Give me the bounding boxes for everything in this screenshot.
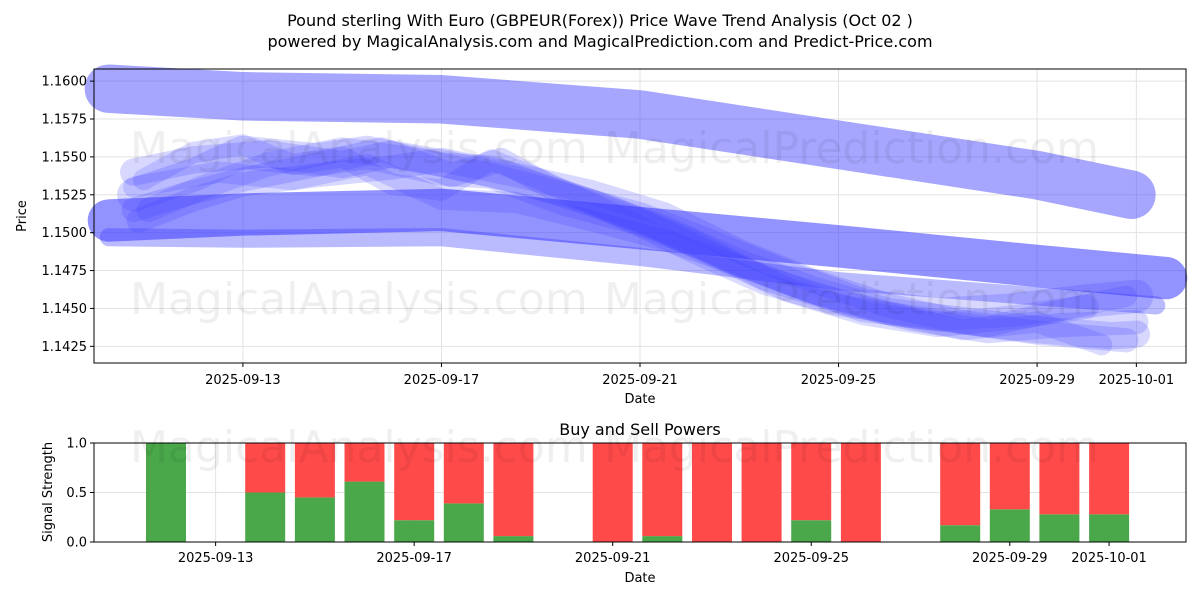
power-x-tick-label: 2025-10-01: [1071, 551, 1147, 566]
buy-bar: [344, 481, 385, 542]
sell-bar: [245, 443, 286, 493]
buy-bar: [245, 492, 286, 542]
price-x-tick-label: 2025-09-17: [404, 373, 480, 388]
buy-bar: [146, 443, 186, 542]
figure-title-line-1: Pound sterling With Euro (GBPEUR(Forex))…: [287, 11, 913, 30]
sell-bar: [443, 443, 484, 504]
price-x-tick-label: 2025-09-21: [602, 373, 678, 388]
price-y-tick-label: 1.1575: [42, 113, 88, 128]
price-wave-wave-d: [133, 134, 1137, 338]
watermark-analysis-top: MagicalAnalysis.com: [130, 123, 588, 174]
power-chart-title: Buy and Sell Powers: [559, 420, 721, 439]
price-wave-panel: MagicalAnalysis.com MagicalPrediction.co…: [15, 64, 1188, 407]
buy-bar: [989, 509, 1030, 542]
price-x-tick-label: 2025-09-29: [999, 373, 1075, 388]
price-wave-upper-wave: [84, 64, 1156, 220]
watermark-prediction-mid: MagicalPrediction.com: [604, 274, 1099, 325]
sell-bar: [692, 443, 732, 542]
power-bars: [146, 443, 1130, 542]
price-y-tick-label: 1.1425: [42, 340, 88, 355]
price-y-tick-label: 1.1450: [42, 302, 88, 317]
sell-bar: [741, 443, 782, 542]
power-x-ticks: 2025-09-13 2025-09-17 2025-09-21 2025-09-25…: [178, 542, 1147, 566]
buy-bar: [493, 536, 534, 542]
sell-bar: [1089, 443, 1130, 515]
price-wave-wave-b: [120, 140, 1151, 350]
power-y-tick-label: 0.0: [66, 536, 87, 551]
power-x-tick-label: 2025-09-29: [972, 551, 1048, 566]
price-wave-wave-a: [117, 135, 1154, 332]
price-y-tick-label: 1.1600: [42, 75, 88, 90]
price-wave-lower-wave: [99, 228, 1166, 315]
price-y-tick-label: 1.1525: [42, 188, 88, 203]
sell-bar: [394, 443, 435, 521]
buy-bar: [394, 520, 435, 542]
power-y-ticks: 0.0 0.5 1.0: [66, 437, 94, 551]
buy-sell-panel: Buy and Sell Powers MagicalAnalysis.com …: [41, 420, 1187, 586]
price-wave-wave-f: [123, 153, 1113, 356]
sell-bar: [294, 443, 335, 498]
power-x-tick-label: 2025-09-25: [773, 551, 849, 566]
buy-bar: [940, 525, 981, 542]
sell-bar: [840, 443, 881, 542]
price-x-tick-label: 2025-10-01: [1099, 373, 1175, 388]
sell-bar: [1039, 443, 1080, 515]
price-y-ticks: 1.1425 1.1450 1.1475 1.1500 1.1525 1.1550 1.15…: [42, 75, 94, 355]
buy-bar: [1089, 514, 1130, 542]
price-y-tick-label: 1.1550: [42, 150, 88, 165]
price-x-axis-label: Date: [624, 392, 655, 407]
price-y-tick-label: 1.1475: [42, 264, 88, 279]
power-x-tick-label: 2025-09-13: [178, 551, 254, 566]
sell-bar: [989, 443, 1030, 510]
buy-bar: [791, 520, 832, 542]
buy-bar: [443, 503, 484, 542]
price-wave-bands: [84, 64, 1188, 356]
power-y-tick-label: 1.0: [66, 437, 87, 452]
buy-bar: [1039, 514, 1080, 542]
watermark-prediction-top: MagicalPrediction.com: [604, 123, 1099, 174]
sell-bar: [592, 443, 633, 542]
power-y-tick-label: 0.5: [66, 486, 87, 501]
power-x-axis-label: Date: [624, 571, 655, 586]
watermark-analysis-mid: MagicalAnalysis.com: [130, 274, 588, 325]
sell-bar: [344, 443, 385, 482]
price-wave-main-wave: [87, 188, 1188, 300]
sell-bar: [493, 443, 534, 537]
sell-bar: [940, 443, 981, 526]
buy-bar: [294, 497, 335, 542]
price-wave-wave-g: [136, 137, 1099, 338]
sell-bar: [791, 443, 832, 521]
price-wave-wave-e: [126, 147, 1139, 353]
watermark-analysis-bottom: MagicalAnalysis.com: [130, 422, 588, 473]
price-x-tick-label: 2025-09-13: [205, 373, 281, 388]
price-x-tick-label: 2025-09-25: [801, 373, 877, 388]
price-y-axis-label: Price: [15, 200, 30, 232]
power-x-tick-label: 2025-09-17: [376, 551, 452, 566]
buy-bar: [642, 536, 683, 542]
power-y-axis-label: Signal Strength: [41, 442, 56, 542]
sell-bar: [642, 443, 683, 537]
price-y-tick-label: 1.1500: [42, 226, 88, 241]
power-x-tick-label: 2025-09-21: [575, 551, 651, 566]
figure-title-line-2: powered by MagicalAnalysis.com and Magic…: [267, 32, 932, 51]
price-wave-wave-c: [121, 137, 1149, 344]
price-x-ticks: 2025-09-13 2025-09-17 2025-09-21 2025-09-25…: [205, 363, 1174, 388]
watermark-prediction-bottom: MagicalPrediction.com: [604, 422, 1099, 473]
